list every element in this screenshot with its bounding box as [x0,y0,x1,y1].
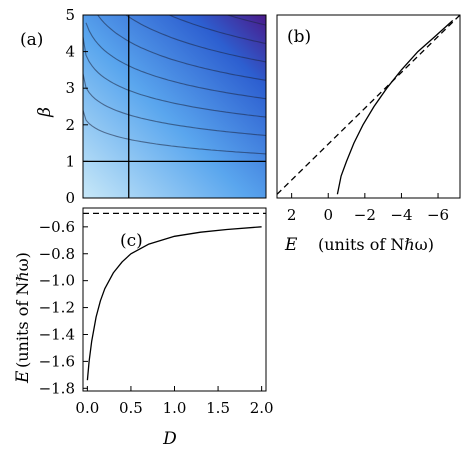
panel-a: 0 1 2 3 4 5 β (a) [20,4,267,207]
panel-c-ylabel: E [13,370,33,384]
panel-b-xtick-label-4: −6 [427,206,449,224]
panel-c-lines [83,212,266,381]
contour-line-8 [257,4,266,6]
panel-c-series-0-solid [86,226,262,381]
panel-c-ytick-label-1: −0.8 [39,245,75,263]
contour-line-0 [83,110,266,155]
panel-c: −0.6 −0.8 −1.0 −1.2 −1.4 −1.6 −1.8 0.0 0.5 1.0 1.… [13,207,274,449]
contour-line-5 [125,15,266,63]
panel-c-xtick-label-0: 0.0 [75,399,99,417]
panel-c-xlabel: D [162,429,177,449]
panel-c-yunit: (units of Nℏω) [13,252,32,368]
panel-a-ytick-label-3: 3 [65,79,75,97]
contour-line-4 [97,15,266,81]
panel-b-series-0-solid [336,20,454,195]
panel-a-label: (a) [20,30,43,50]
panel-a-ylabel: β [35,107,55,118]
panel-b-xtick-label-0: 2 [287,206,297,224]
contour-line-3 [85,22,266,100]
panel-b-xtick-label-2: −2 [354,206,376,224]
panel-a-frame [82,14,267,199]
panel-c-ytick-label-2: −1.0 [39,272,75,290]
panel-c-xticks: 0.0 0.5 1.0 1.5 2.0 [75,386,274,417]
panel-c-frame [82,207,267,392]
panel-b-xunit: (units of Nℏω) [318,235,434,254]
panel-a-ytick-label-2: 2 [65,116,75,134]
panel-a-contours [83,4,266,155]
panel-b-label: (b) [287,27,311,47]
panel-b: 2 0 −2 −4 −6 E (units of Nℏω) (b) [276,14,461,255]
panel-b-series-1-dashed [276,14,461,195]
panel-b-frame [276,14,461,199]
panel-a-ytick-label-0: 0 [65,189,75,207]
panel-a-ytick-label-5: 5 [65,6,75,24]
panel-b-lines [276,14,461,195]
panel-a-yticks: 0 1 2 3 4 5 [65,6,88,207]
contour-line-7 [225,15,266,26]
panel-a-ytick-label-1: 1 [65,152,75,170]
panel-c-ytick-label-3: −1.2 [39,299,75,317]
panel-c-ytick-label-6: −1.8 [39,379,75,397]
contour-line-2 [83,36,266,118]
panel-c-xtick-label-4: 2.0 [250,399,274,417]
contour-line-1 [83,73,266,137]
panel-c-yticks: −0.6 −0.8 −1.0 −1.2 −1.4 −1.6 −1.8 [39,218,88,397]
panel-c-ytick-label-5: −1.6 [39,352,75,370]
panel-b-xtick-label-1: 0 [323,206,333,224]
panel-c-xtick-label-2: 1.0 [163,399,187,417]
panel-a-ytick-label-4: 4 [65,43,75,61]
panel-a-heatmap [83,15,266,198]
contour-line-6 [167,15,266,45]
panel-c-ytick-label-0: −0.6 [39,218,75,236]
panel-c-xtick-label-3: 1.5 [206,399,230,417]
panel-c-ytick-label-4: −1.4 [39,325,75,343]
panel-c-label: (c) [120,231,143,251]
panel-b-xticks: 2 0 −2 −4 −6 [287,193,449,224]
panel-b-xlabel: E [284,235,298,255]
panel-c-xtick-label-1: 0.5 [119,399,143,417]
panel-b-xtick-label-3: −4 [390,206,412,224]
